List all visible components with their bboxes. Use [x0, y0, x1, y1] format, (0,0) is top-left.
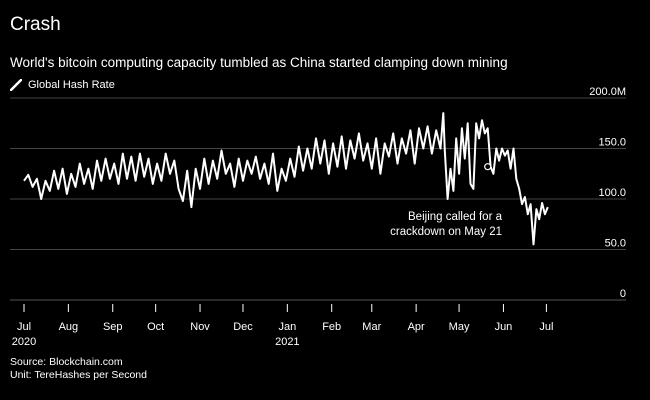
source-note: Source: Blockchain.com — [10, 356, 123, 368]
x-tick-label: Jul — [539, 321, 553, 333]
x-tick-label: Jul — [17, 321, 31, 333]
y-tick-label: 200.0M — [589, 86, 626, 98]
chart-title: Crash — [10, 14, 61, 35]
legend: Global Hash Rate — [10, 79, 115, 91]
legend-line-icon — [10, 79, 22, 91]
x-tick-label: Nov — [190, 321, 210, 333]
x-tick-label: Dec — [233, 321, 253, 333]
chart-subtitle: World's bitcoin computing capacity tumbl… — [10, 55, 508, 70]
x-tick-label: Apr — [408, 321, 425, 333]
x-tick-label: Jun — [495, 321, 513, 333]
x-tick-year-label: 2021 — [275, 336, 299, 348]
annotation-text-line1: Beijing called for a — [408, 211, 503, 223]
annotation-marker — [484, 163, 492, 171]
chart-footer: Source: Blockchain.com Unit: TereHashes … — [10, 356, 147, 382]
x-tick-year-label: 2020 — [12, 336, 36, 348]
y-tick-label: 100.0 — [598, 187, 626, 199]
x-tick-label: Sep — [103, 321, 123, 333]
series-line-hash-rate — [23, 112, 549, 246]
x-tick-label: May — [449, 321, 470, 333]
legend-label: Global Hash Rate — [28, 79, 115, 91]
x-tick-label: Jan — [278, 321, 296, 333]
x-tick-label: Aug — [59, 321, 79, 333]
unit-note: Unit: TereHashes per Second — [10, 369, 147, 381]
y-tick-label: 0 — [620, 288, 626, 300]
annotation-text-line2: crackdown on May 21 — [390, 226, 502, 238]
x-tick-label: Mar — [362, 321, 381, 333]
y-tick-label: 50.0 — [605, 238, 626, 250]
x-tick-label: Oct — [147, 321, 164, 333]
y-tick-label: 150.0 — [598, 137, 626, 149]
x-tick-label: Feb — [322, 321, 341, 333]
